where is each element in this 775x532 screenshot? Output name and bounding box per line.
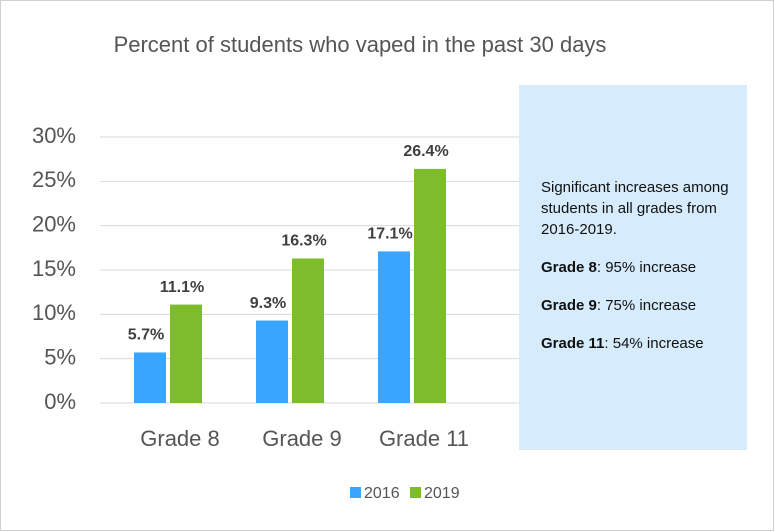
y-tick-label: 15% — [32, 256, 76, 281]
annotation-text: Significant increases among students in … — [541, 179, 729, 238]
bar — [378, 251, 410, 403]
y-tick-label: 20% — [32, 211, 76, 236]
data-label: 26.4% — [403, 143, 448, 160]
annotation-item: Grade 9: 75% increase — [541, 295, 737, 316]
annotation-item-label: Grade 8 — [541, 259, 597, 276]
bar — [292, 258, 324, 403]
bar — [414, 168, 446, 403]
annotation-item: Grade 11: 54% increase — [541, 333, 737, 354]
y-tick-label: 25% — [32, 167, 76, 192]
legend-swatch — [410, 487, 421, 498]
annotation-item: Grade 8: 95% increase — [541, 257, 737, 278]
x-tick-label: Grade 8 — [140, 426, 220, 451]
y-tick-label: 5% — [44, 344, 76, 369]
data-label: 17.1% — [367, 226, 412, 243]
chart-title: Percent of students who vaped in the pas… — [113, 32, 607, 57]
annotation-item-text: : 75% increase — [596, 297, 697, 314]
y-tick-label: 10% — [32, 300, 76, 325]
bar — [170, 304, 202, 403]
annotation-item-text: : 95% increase — [596, 259, 697, 276]
legend-label: 2016 — [364, 485, 400, 502]
data-label: 11.1% — [160, 279, 204, 296]
annotation-box: Significant increases among students in … — [519, 85, 747, 450]
data-label: 9.3% — [250, 295, 286, 312]
annotation-item-label: Grade 9 — [541, 297, 597, 314]
y-tick-label: 30% — [32, 123, 76, 148]
x-tick-label: Grade 11 — [379, 426, 469, 451]
y-tick-label: 0% — [44, 389, 76, 414]
bar — [256, 320, 288, 403]
data-label: 16.3% — [281, 233, 326, 250]
bar — [134, 352, 166, 403]
legend-swatch — [350, 487, 361, 498]
data-label: 5.7% — [128, 327, 164, 344]
annotation-item-text: : 54% increase — [604, 335, 704, 352]
x-tick-label: Grade 9 — [262, 426, 342, 451]
legend-label: 2019 — [424, 485, 460, 502]
annotation-item-label: Grade 11 — [541, 335, 605, 352]
